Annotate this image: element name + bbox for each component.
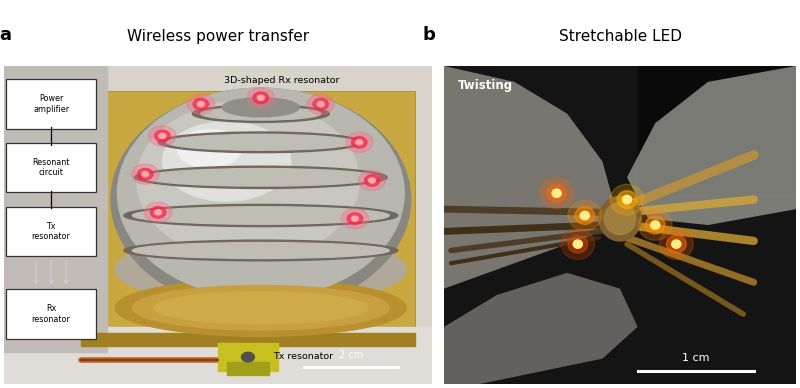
Circle shape bbox=[540, 178, 574, 208]
Text: Power
amplifier: Power amplifier bbox=[33, 94, 69, 114]
Circle shape bbox=[364, 175, 380, 186]
Polygon shape bbox=[444, 66, 620, 289]
Polygon shape bbox=[627, 66, 796, 225]
Circle shape bbox=[575, 206, 594, 224]
Text: 3D-shaped Rx resonator: 3D-shaped Rx resonator bbox=[225, 76, 340, 85]
Circle shape bbox=[351, 216, 358, 221]
Circle shape bbox=[622, 196, 632, 204]
FancyBboxPatch shape bbox=[6, 289, 96, 339]
Text: Tx resonator: Tx resonator bbox=[274, 352, 334, 361]
Ellipse shape bbox=[158, 132, 363, 152]
Ellipse shape bbox=[133, 286, 390, 330]
Circle shape bbox=[356, 140, 362, 145]
Circle shape bbox=[149, 126, 176, 146]
Ellipse shape bbox=[192, 105, 330, 123]
Bar bbox=[638, 66, 796, 193]
Circle shape bbox=[568, 235, 588, 253]
Circle shape bbox=[138, 168, 153, 180]
Circle shape bbox=[659, 229, 694, 260]
Ellipse shape bbox=[133, 242, 390, 258]
Ellipse shape bbox=[222, 98, 299, 117]
Ellipse shape bbox=[143, 168, 378, 186]
Circle shape bbox=[313, 99, 329, 110]
Circle shape bbox=[144, 202, 172, 222]
Circle shape bbox=[369, 178, 375, 183]
Text: Wireless power transfer: Wireless power transfer bbox=[127, 29, 309, 44]
Circle shape bbox=[580, 211, 590, 220]
Ellipse shape bbox=[599, 196, 641, 241]
Circle shape bbox=[346, 132, 373, 152]
Text: Tx
resonator: Tx resonator bbox=[32, 222, 70, 241]
Circle shape bbox=[154, 130, 170, 142]
Bar bbox=[4, 327, 432, 384]
Circle shape bbox=[198, 102, 204, 107]
Circle shape bbox=[646, 216, 665, 234]
Ellipse shape bbox=[118, 88, 404, 298]
Ellipse shape bbox=[166, 134, 355, 150]
Circle shape bbox=[666, 235, 686, 253]
Ellipse shape bbox=[115, 279, 406, 336]
FancyBboxPatch shape bbox=[6, 143, 96, 192]
FancyBboxPatch shape bbox=[81, 92, 415, 346]
Ellipse shape bbox=[124, 240, 398, 261]
Ellipse shape bbox=[137, 101, 359, 260]
Text: Twisting: Twisting bbox=[458, 79, 514, 92]
Circle shape bbox=[610, 184, 644, 215]
Circle shape bbox=[131, 164, 159, 184]
Text: Stretchable LED: Stretchable LED bbox=[558, 29, 682, 44]
Bar bbox=[226, 362, 270, 374]
Circle shape bbox=[154, 210, 162, 215]
Circle shape bbox=[342, 208, 369, 229]
Ellipse shape bbox=[201, 107, 321, 120]
Ellipse shape bbox=[124, 204, 398, 227]
Ellipse shape bbox=[111, 88, 410, 311]
Ellipse shape bbox=[162, 122, 290, 201]
Circle shape bbox=[546, 184, 566, 202]
Circle shape bbox=[351, 137, 367, 148]
Circle shape bbox=[247, 88, 274, 108]
FancyBboxPatch shape bbox=[6, 80, 96, 129]
Text: b: b bbox=[423, 26, 436, 44]
Circle shape bbox=[552, 189, 562, 197]
Circle shape bbox=[150, 206, 166, 218]
Ellipse shape bbox=[134, 166, 387, 189]
Circle shape bbox=[258, 95, 264, 100]
Bar bbox=[218, 343, 278, 371]
Circle shape bbox=[561, 229, 594, 260]
Circle shape bbox=[638, 210, 672, 240]
Ellipse shape bbox=[115, 235, 406, 305]
Circle shape bbox=[347, 213, 362, 224]
Bar bbox=[4, 66, 106, 352]
Text: 1 cm: 1 cm bbox=[682, 353, 710, 364]
Circle shape bbox=[672, 240, 681, 248]
Circle shape bbox=[568, 200, 602, 231]
Circle shape bbox=[242, 352, 254, 362]
Bar bbox=[81, 333, 415, 346]
Circle shape bbox=[358, 170, 386, 191]
Circle shape bbox=[307, 94, 334, 114]
Circle shape bbox=[187, 94, 214, 114]
Polygon shape bbox=[444, 273, 638, 384]
Text: a: a bbox=[0, 26, 12, 44]
Circle shape bbox=[159, 133, 166, 139]
Ellipse shape bbox=[604, 203, 636, 235]
Circle shape bbox=[318, 102, 324, 107]
Circle shape bbox=[617, 191, 637, 208]
Ellipse shape bbox=[133, 207, 390, 224]
Text: 2 cm: 2 cm bbox=[338, 350, 363, 360]
FancyBboxPatch shape bbox=[6, 207, 96, 256]
Circle shape bbox=[650, 221, 660, 229]
Ellipse shape bbox=[178, 130, 242, 168]
Circle shape bbox=[142, 171, 149, 177]
Circle shape bbox=[193, 99, 209, 110]
Text: Rx
resonator: Rx resonator bbox=[32, 305, 70, 324]
Circle shape bbox=[573, 240, 582, 248]
Circle shape bbox=[253, 92, 269, 104]
Text: Resonant
circuit: Resonant circuit bbox=[32, 158, 70, 177]
Ellipse shape bbox=[154, 292, 368, 324]
